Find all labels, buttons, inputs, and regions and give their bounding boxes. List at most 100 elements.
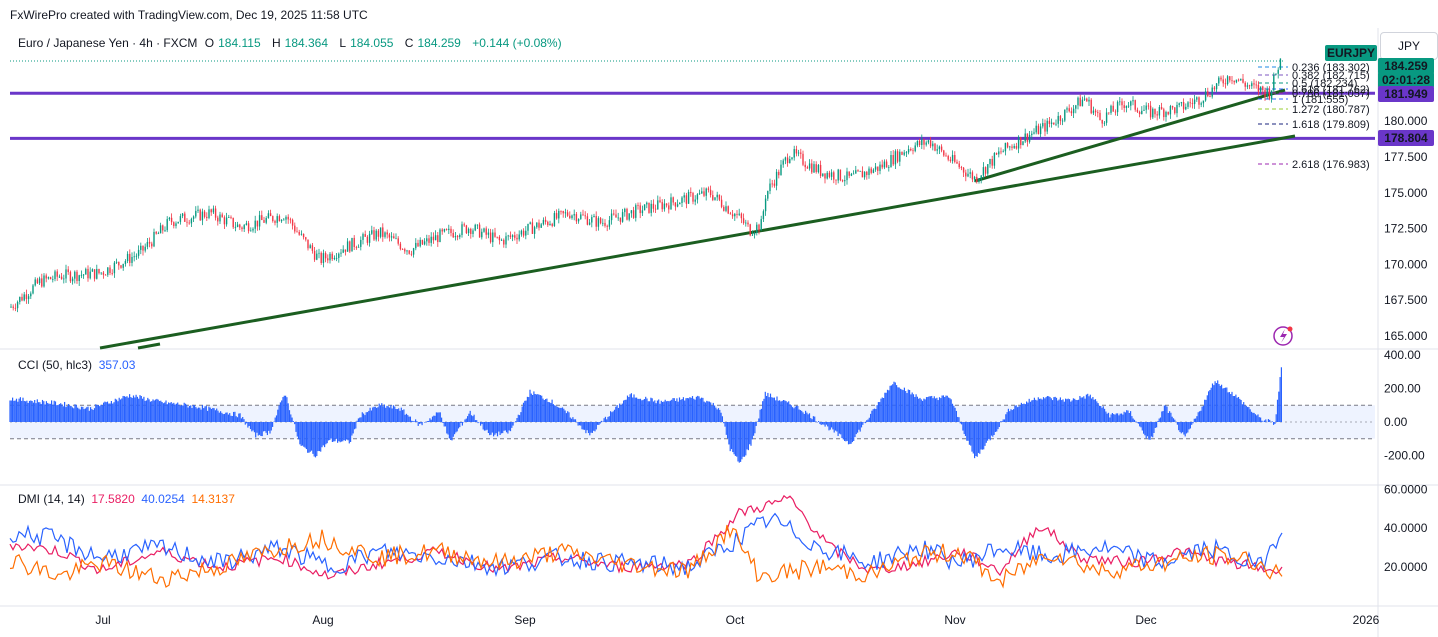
- candle-body: [137, 249, 140, 256]
- chart-credit: FxWirePro created with TradingView.com, …: [10, 8, 368, 22]
- candle-body: [265, 217, 267, 223]
- candle-body: [203, 211, 206, 217]
- candle-body: [1213, 87, 1216, 90]
- candle-body: [481, 231, 483, 238]
- candle-body: [164, 230, 166, 231]
- candle-body: [320, 252, 322, 263]
- candle-body: [833, 172, 835, 180]
- candle-body: [1134, 100, 1136, 110]
- symbol-name[interactable]: Euro / Japanese Yen · 4h · FXCM: [18, 36, 198, 50]
- candle-body: [432, 236, 435, 241]
- candle-body: [676, 204, 679, 207]
- candle-body: [450, 228, 452, 233]
- candle-body: [280, 219, 283, 222]
- candle-body: [516, 237, 518, 240]
- fib-level-label: 0.5 (182.234): [1292, 78, 1357, 90]
- price-tick-label: 175.000: [1384, 186, 1428, 200]
- candle-body: [698, 193, 701, 195]
- candle-body: [800, 152, 802, 154]
- candle-body: [885, 161, 888, 168]
- candle-body: [113, 262, 116, 274]
- candle-body: [324, 253, 327, 259]
- candle-body: [1020, 137, 1022, 146]
- candle-body: [104, 274, 107, 276]
- candle-body: [1204, 91, 1207, 101]
- candle-body: [228, 217, 230, 218]
- candle-body: [140, 245, 142, 250]
- price-tick-label: 177.500: [1384, 150, 1428, 164]
- candle-body: [437, 235, 439, 243]
- candle-body: [661, 202, 663, 210]
- candle-body: [151, 243, 153, 247]
- cci-legend[interactable]: CCI (50, hlc3) 357.03: [18, 358, 136, 372]
- candle-body: [52, 279, 54, 280]
- cci-tick-label: 200.00: [1384, 382, 1421, 396]
- candle-body: [1079, 97, 1081, 107]
- candle-body: [267, 213, 270, 218]
- candle-body: [373, 230, 375, 240]
- candle-body: [487, 232, 490, 235]
- candle-body: [111, 273, 113, 274]
- candle-body: [85, 268, 87, 275]
- candle-body: [723, 206, 725, 211]
- candle-body: [850, 173, 853, 176]
- candle-body: [1026, 133, 1029, 142]
- candle-body: [120, 265, 122, 268]
- candle-body: [118, 261, 120, 266]
- candle-body: [278, 216, 281, 222]
- candle-body: [808, 163, 811, 169]
- candle-body: [883, 161, 886, 168]
- candle-body: [188, 222, 190, 224]
- candle-body: [901, 151, 903, 155]
- candle-body: [542, 219, 545, 225]
- candle-body: [797, 152, 800, 154]
- candle-body: [1277, 69, 1279, 74]
- candle-body: [621, 212, 624, 222]
- candle-body: [899, 151, 901, 162]
- candle-body: [1013, 146, 1015, 148]
- candle-body: [1156, 114, 1158, 116]
- candle-body: [148, 241, 151, 244]
- candle-body: [448, 228, 450, 231]
- candle-body: [485, 228, 487, 235]
- candle-body: [894, 151, 897, 165]
- candle-body: [672, 197, 674, 203]
- candle-body: [241, 227, 243, 230]
- candle-body: [956, 161, 958, 164]
- candle-body: [588, 222, 591, 225]
- candle-body: [404, 249, 406, 252]
- candle-body: [751, 234, 754, 236]
- candle-body: [624, 208, 626, 213]
- candle-body: [19, 296, 21, 302]
- candle-body: [1119, 101, 1121, 103]
- candle-body: [107, 267, 109, 275]
- candle-body: [206, 216, 208, 218]
- candle-body: [533, 227, 536, 234]
- candle-body: [1174, 107, 1176, 114]
- candle-body: [828, 172, 831, 177]
- candle-body: [1057, 115, 1059, 124]
- dmi-legend[interactable]: DMI (14, 14) 17.5820 40.0254 14.3137: [18, 492, 235, 506]
- candle-body: [1242, 78, 1244, 83]
- candle-body: [159, 225, 162, 234]
- candle-body: [866, 171, 868, 176]
- candle-body: [386, 232, 388, 235]
- candle-body: [353, 237, 355, 247]
- candle-body: [190, 218, 193, 224]
- candle-body: [415, 242, 417, 249]
- candle-body: [166, 219, 168, 231]
- candle-body: [1112, 105, 1114, 112]
- fib-level-label: 2.618 (176.983): [1292, 159, 1370, 171]
- candle-body: [982, 167, 985, 176]
- time-axis-label: Dec: [1135, 613, 1156, 627]
- candle-body: [1022, 141, 1024, 146]
- candle-body: [467, 228, 470, 234]
- candle-body: [522, 230, 525, 236]
- candle-body: [1191, 103, 1194, 105]
- candle-body: [1044, 123, 1046, 132]
- candle-body: [1031, 133, 1033, 136]
- candle-body: [681, 197, 683, 204]
- candle-body: [296, 231, 298, 233]
- candle-body: [285, 216, 287, 220]
